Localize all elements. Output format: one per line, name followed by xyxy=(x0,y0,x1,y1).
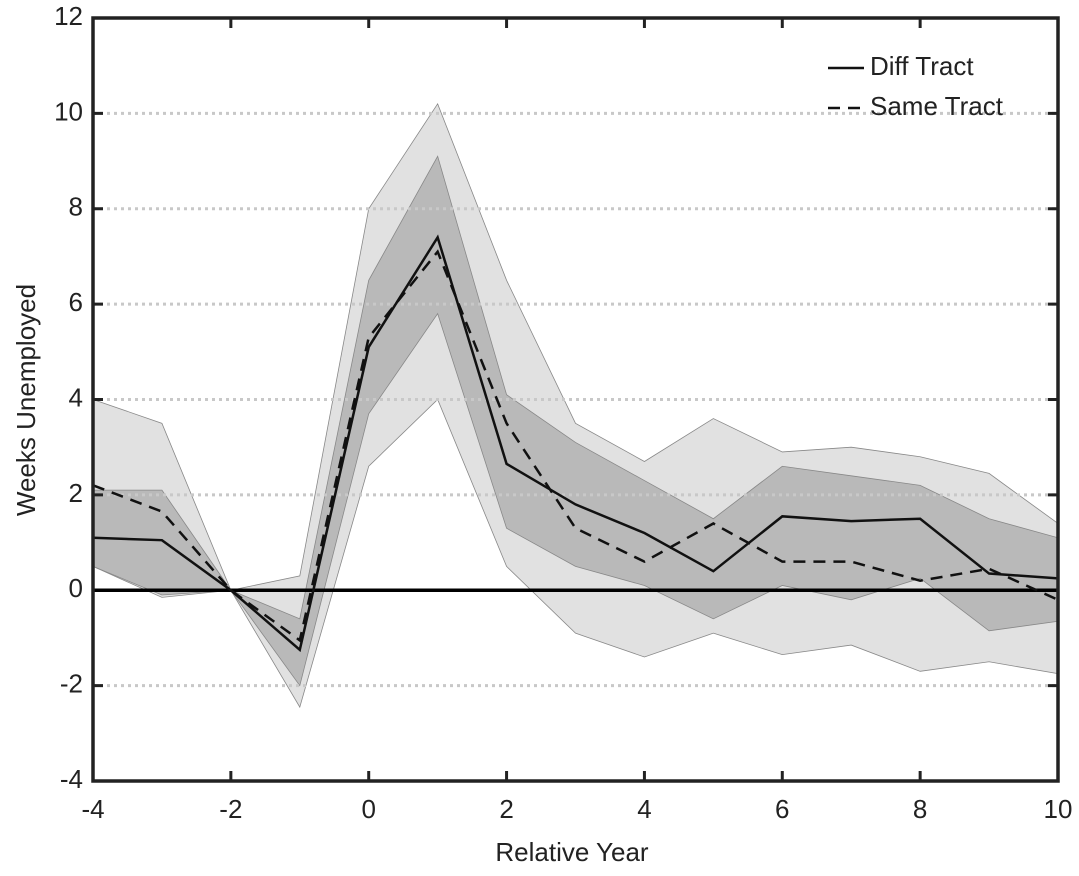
x-tick-label: 8 xyxy=(913,794,927,824)
legend-label: Diff Tract xyxy=(870,51,974,81)
y-tick-label: 0 xyxy=(69,573,83,603)
plot-frame xyxy=(91,16,1060,783)
y-tick-label: -2 xyxy=(60,669,83,699)
confidence-band xyxy=(92,102,1059,709)
x-tick-label: 0 xyxy=(361,794,375,824)
y-tick-label: 2 xyxy=(69,478,83,508)
y-tick-label: 12 xyxy=(54,1,83,31)
x-tick-label: 6 xyxy=(775,794,789,824)
x-axis-label: Relative Year xyxy=(495,837,649,867)
y-axis-label: Weeks Unemployed xyxy=(11,284,41,516)
y-tick-label: 6 xyxy=(69,287,83,317)
y-tick-label: 10 xyxy=(54,96,83,126)
y-tick-label: 4 xyxy=(69,382,83,412)
series-line xyxy=(92,249,1059,643)
x-tick-label: 10 xyxy=(1044,794,1073,824)
series-line xyxy=(92,234,1059,653)
y-tick-label: -4 xyxy=(60,764,83,794)
x-tick-label: 2 xyxy=(499,794,513,824)
legend-label: Same Tract xyxy=(870,91,1004,121)
x-tick-label: 4 xyxy=(637,794,651,824)
x-tick-label: -2 xyxy=(219,794,242,824)
x-tick-label: -4 xyxy=(81,794,104,824)
y-tick-label: 8 xyxy=(69,192,83,222)
